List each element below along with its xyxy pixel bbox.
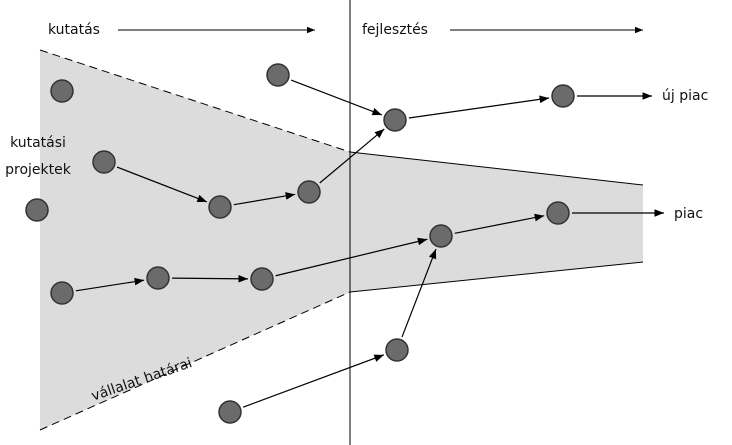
flow-arrow — [171, 274, 249, 283]
flow-arrow — [233, 192, 296, 206]
project-node — [266, 63, 290, 87]
project-node — [50, 281, 74, 305]
phase-label: fejlesztés — [362, 22, 428, 38]
project-node — [250, 267, 274, 291]
boundary-top-right — [349, 151, 644, 186]
company-funnel — [40, 50, 643, 430]
boundary-bottom-right — [349, 261, 644, 293]
flow-arrow — [75, 277, 145, 292]
project-node — [297, 180, 321, 204]
flow-arrow — [454, 213, 545, 234]
project-node — [218, 400, 242, 424]
project-node — [383, 108, 407, 132]
project-node — [92, 150, 116, 174]
project-node — [50, 79, 74, 103]
project-node — [208, 195, 232, 219]
boundary-bottom — [39, 291, 351, 431]
flow-arrow — [116, 166, 208, 203]
projects-label: kutatási — [10, 135, 66, 151]
flow-arrow — [401, 248, 437, 338]
flow-arrow — [242, 354, 385, 408]
flow-arrow — [275, 237, 428, 277]
market-label: új piac — [662, 88, 708, 104]
projects-label: projektek — [5, 162, 72, 178]
project-node — [25, 198, 49, 222]
project-node — [146, 266, 170, 290]
project-node — [546, 201, 570, 225]
boundary-top — [39, 49, 351, 153]
project-node — [551, 84, 575, 108]
phase-label: kutatás — [48, 22, 100, 38]
project-node — [385, 338, 409, 362]
flow-arrow — [408, 95, 550, 119]
market-label: piac — [674, 206, 703, 222]
project-node — [429, 224, 453, 248]
flow-arrow — [290, 79, 383, 116]
flow-arrow — [319, 128, 385, 184]
